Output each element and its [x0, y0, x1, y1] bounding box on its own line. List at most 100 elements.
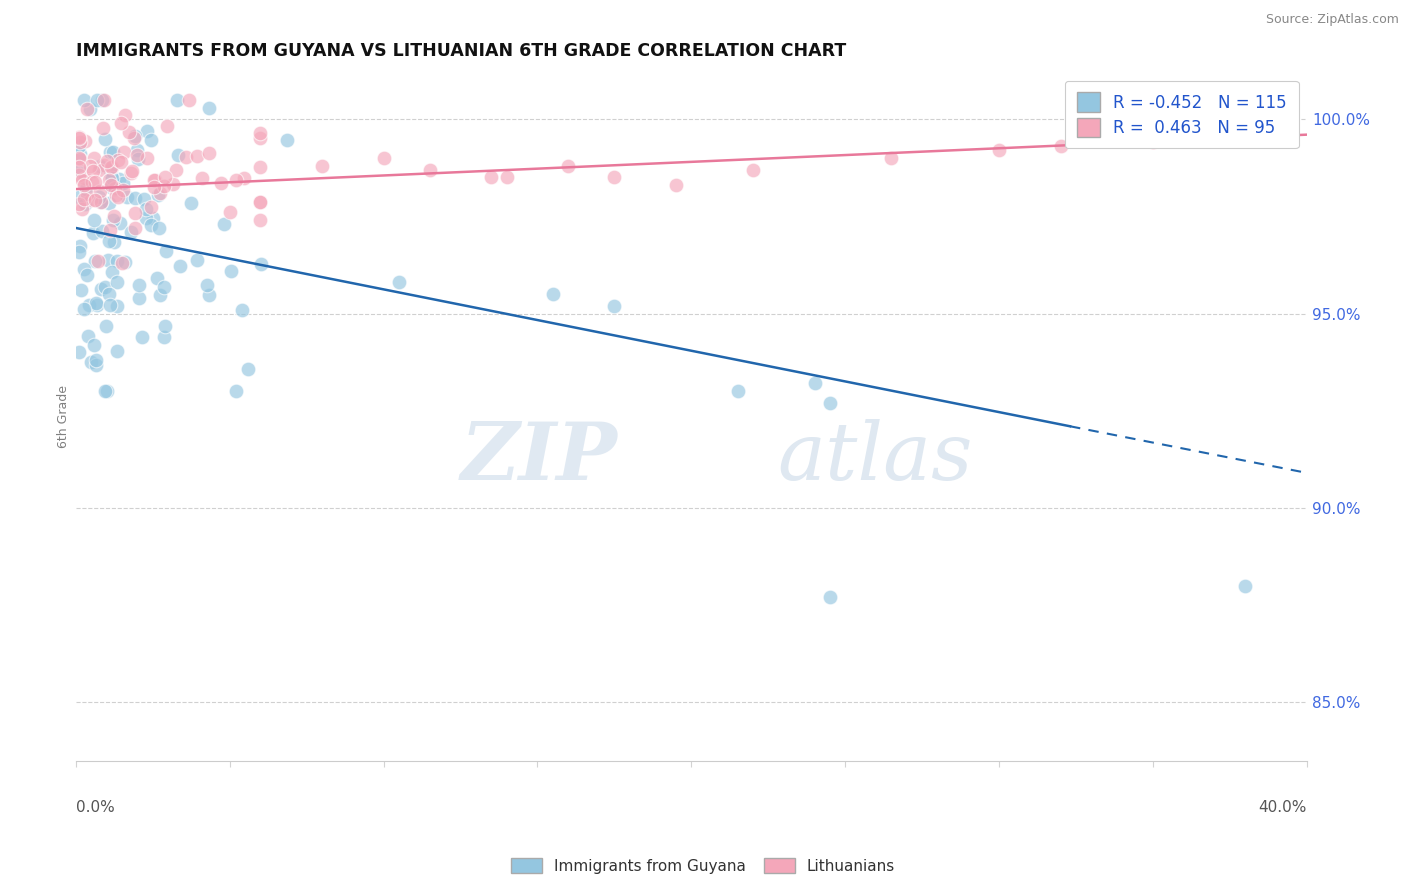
- Point: [67, 129, 90, 144]
- Point: [104, 181, 127, 195]
- Point: [98, 298, 121, 312]
- Point: [111, 176, 134, 190]
- Point: [67, 244, 90, 259]
- Point: [67, 168, 90, 182]
- Point: [84, 295, 107, 310]
- Point: [495, 170, 517, 185]
- Point: [67, 197, 90, 211]
- Point: [149, 186, 172, 201]
- Point: [127, 152, 149, 166]
- Point: [89, 194, 111, 209]
- Point: [87, 253, 110, 268]
- Point: [250, 257, 273, 271]
- Point: [83, 213, 105, 227]
- Point: [67, 139, 90, 153]
- Point: [186, 149, 208, 163]
- Point: [69, 135, 91, 149]
- Point: [311, 159, 333, 173]
- Point: [83, 151, 105, 165]
- Point: [186, 253, 208, 268]
- Point: [83, 194, 105, 208]
- Point: [87, 190, 110, 204]
- Point: [153, 169, 176, 184]
- Point: [249, 131, 271, 145]
- Point: [122, 131, 145, 145]
- Point: [174, 150, 197, 164]
- Point: [100, 171, 122, 186]
- Point: [388, 276, 411, 290]
- Point: [67, 130, 90, 145]
- Point: [107, 190, 129, 204]
- Point: [153, 330, 176, 344]
- Point: [77, 329, 100, 343]
- Point: [72, 261, 94, 276]
- Point: [148, 187, 170, 202]
- Point: [249, 212, 271, 227]
- Point: [124, 205, 146, 219]
- Point: [79, 102, 101, 116]
- Point: [86, 297, 108, 311]
- Point: [98, 145, 121, 160]
- Point: [77, 297, 100, 311]
- Point: [98, 163, 121, 178]
- Point: [98, 223, 121, 237]
- Point: [143, 173, 166, 187]
- Point: [70, 173, 93, 187]
- Point: [79, 355, 101, 369]
- Point: [231, 303, 253, 318]
- Point: [110, 116, 132, 130]
- Point: [69, 152, 91, 166]
- Point: [73, 134, 96, 148]
- Point: [82, 175, 104, 189]
- Point: [103, 209, 125, 223]
- Point: [225, 384, 247, 399]
- Point: [818, 396, 841, 410]
- Point: [142, 180, 165, 194]
- Point: [128, 277, 150, 292]
- Point: [90, 281, 112, 295]
- Point: [105, 299, 128, 313]
- Point: [139, 133, 162, 147]
- Point: [67, 160, 90, 174]
- Point: [112, 183, 135, 197]
- Point: [198, 288, 221, 302]
- Point: [98, 173, 121, 187]
- Point: [139, 218, 162, 232]
- Point: [100, 160, 122, 174]
- Point: [148, 221, 170, 235]
- Point: [69, 147, 91, 161]
- Point: [100, 178, 122, 192]
- Point: [156, 120, 179, 134]
- Point: [124, 220, 146, 235]
- Point: [103, 182, 125, 196]
- Point: [93, 158, 115, 172]
- Point: [121, 225, 143, 239]
- Point: [75, 182, 97, 196]
- Point: [124, 191, 146, 205]
- Point: [97, 287, 120, 301]
- Point: [155, 244, 177, 258]
- Point: [249, 126, 271, 140]
- Point: [727, 384, 749, 399]
- Text: 0.0%: 0.0%: [76, 799, 114, 814]
- Point: [603, 170, 626, 185]
- Point: [107, 153, 129, 167]
- Point: [153, 319, 176, 334]
- Point: [209, 176, 232, 190]
- Point: [97, 253, 120, 268]
- Point: [96, 154, 118, 169]
- Text: 40.0%: 40.0%: [1258, 799, 1308, 814]
- Point: [83, 175, 105, 189]
- Point: [1265, 124, 1288, 138]
- Point: [136, 124, 159, 138]
- Point: [76, 187, 98, 202]
- Point: [73, 171, 96, 186]
- Point: [166, 93, 188, 107]
- Point: [84, 353, 107, 368]
- Point: [143, 172, 166, 186]
- Point: [135, 211, 157, 225]
- Point: [70, 202, 93, 217]
- Point: [108, 217, 131, 231]
- Point: [98, 234, 121, 248]
- Point: [86, 93, 108, 107]
